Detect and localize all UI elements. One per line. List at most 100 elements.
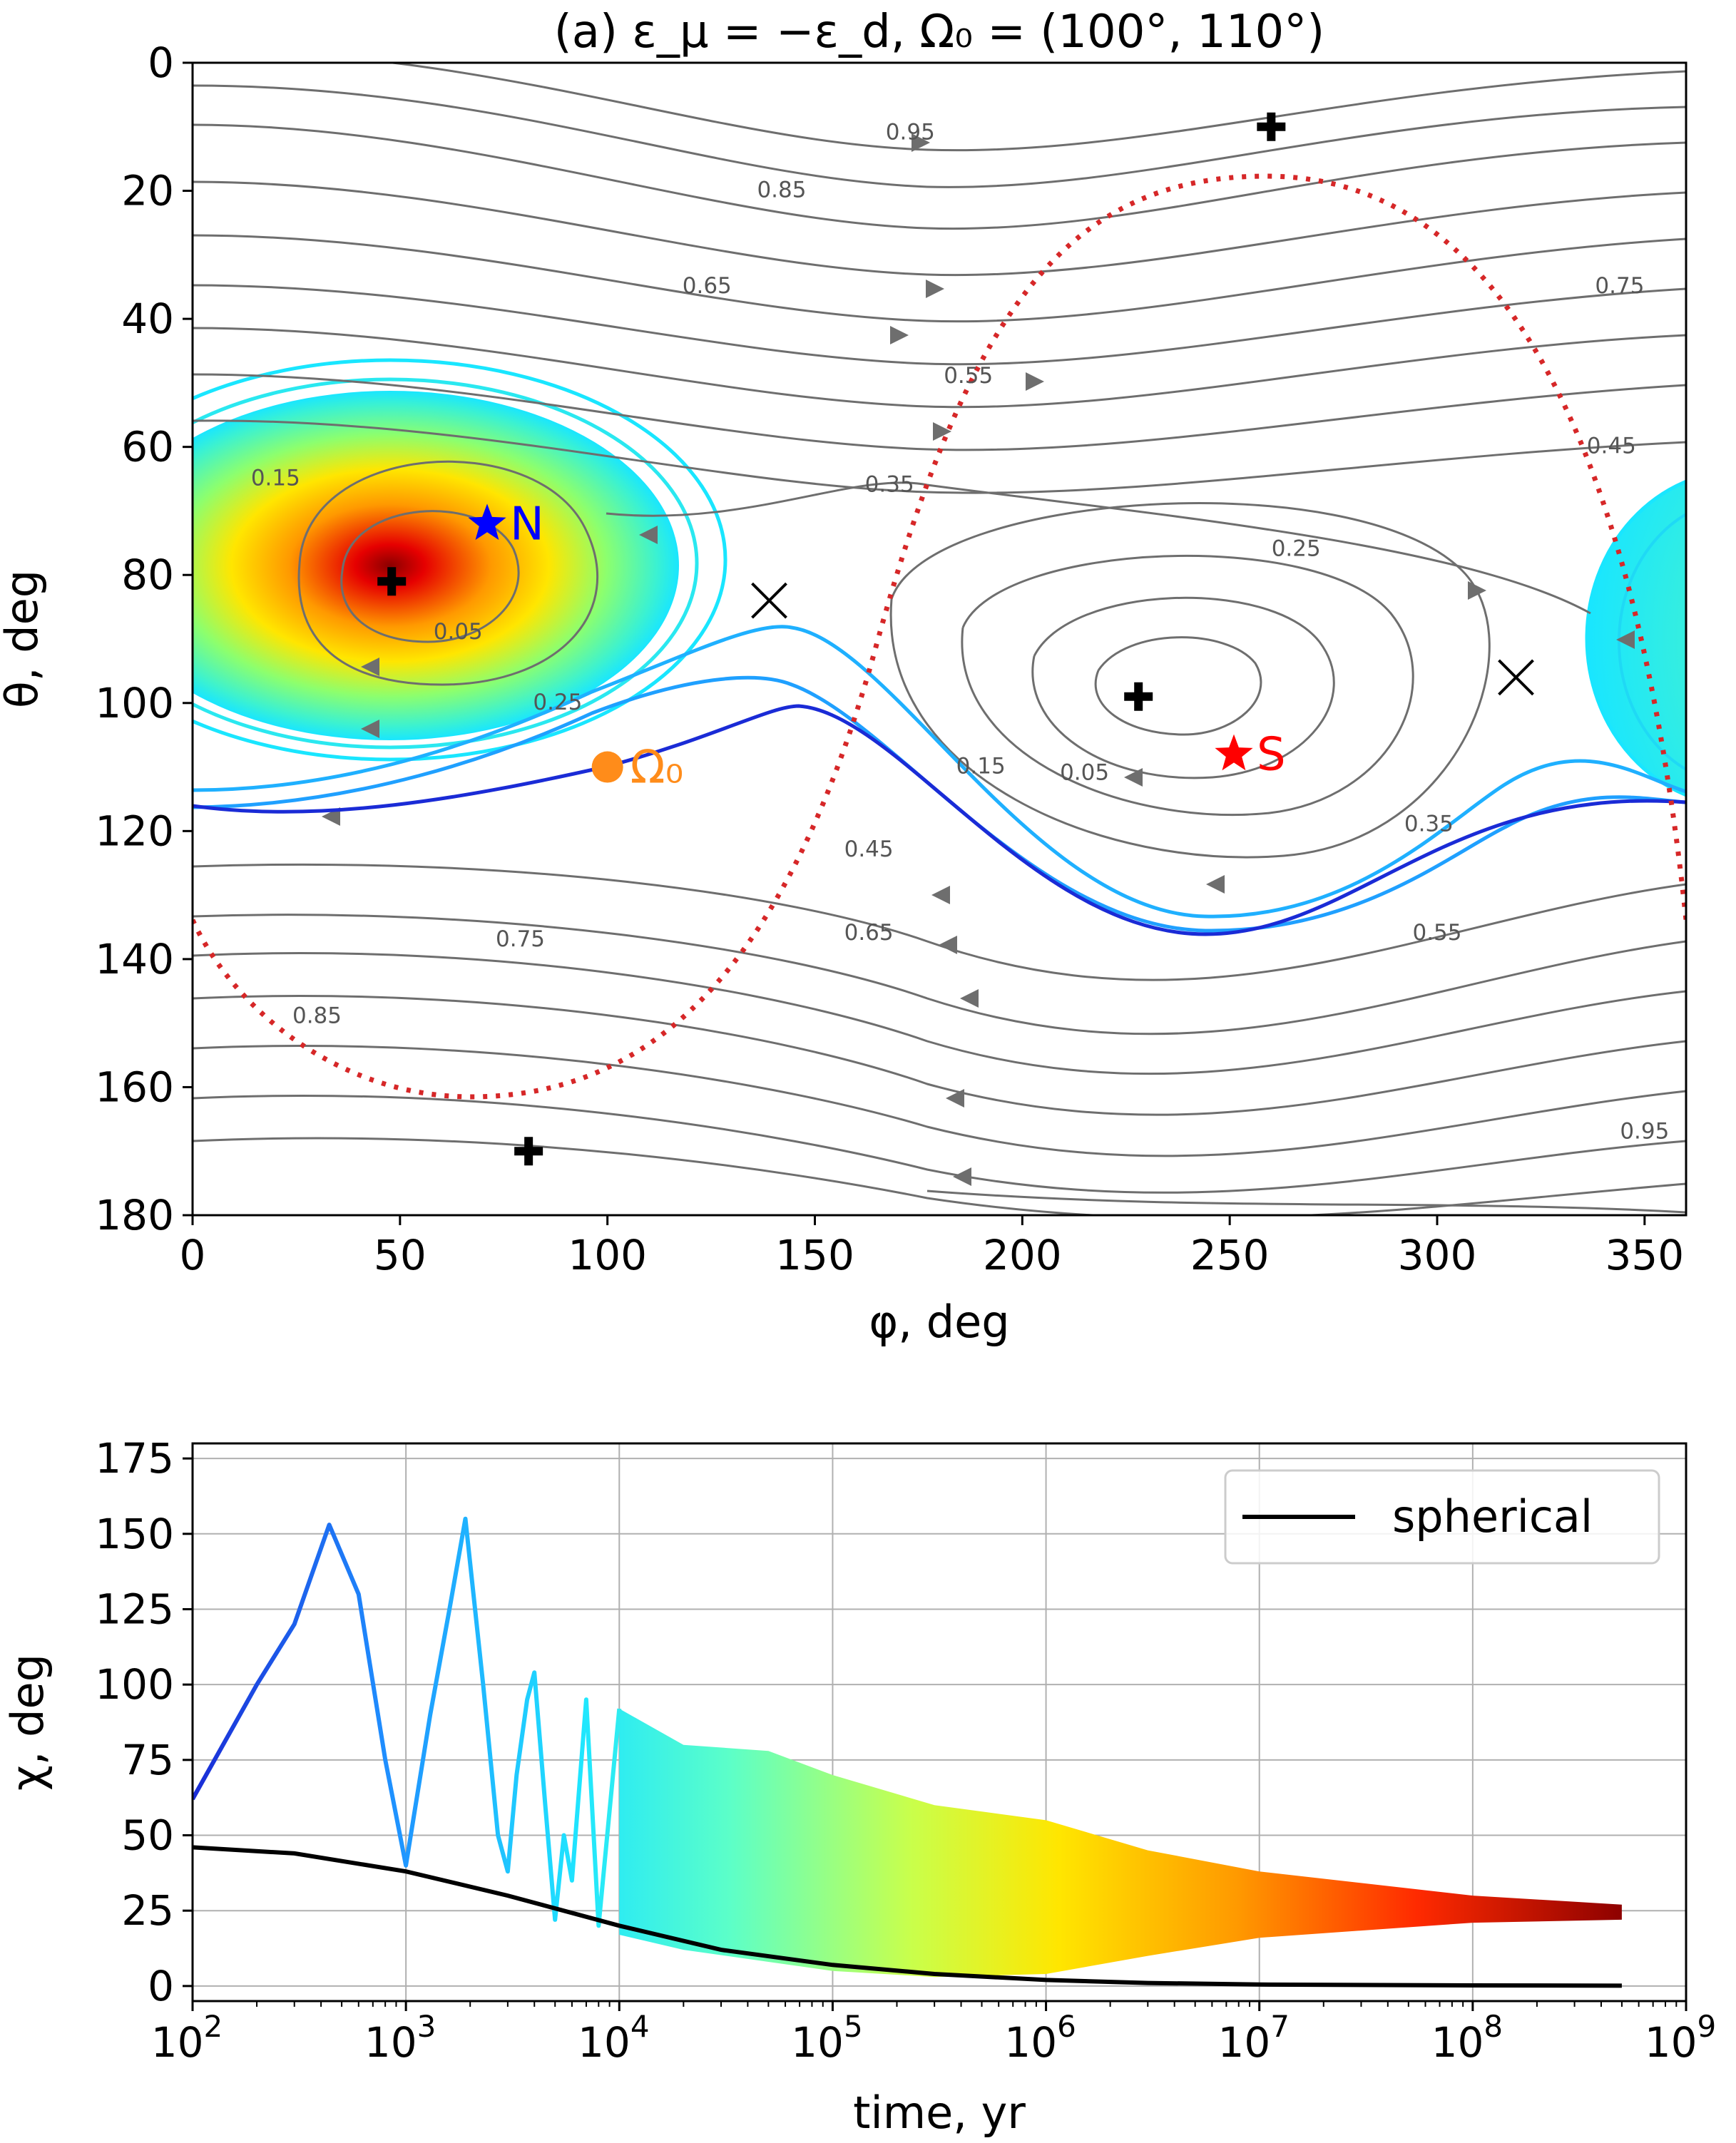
contour-lines bbox=[193, 63, 1686, 1215]
flow-arrow bbox=[1468, 581, 1486, 600]
flow-arrow bbox=[931, 886, 950, 904]
colored-trajectory-band bbox=[619, 1709, 1622, 1978]
marker-label: Ω₀ bbox=[630, 742, 684, 794]
y-tick-label: 150 bbox=[95, 1510, 174, 1558]
contour-label: 0.95 bbox=[1620, 1118, 1669, 1144]
fixed-point-plus bbox=[1124, 682, 1153, 711]
panel-a-ticks: 0 50 100 150 200 250 300 350 0 20 40 60 80 100 120 140 1… bbox=[95, 39, 1684, 1279]
x-tick-label: 104 bbox=[578, 2009, 650, 2067]
x-tick-label: 50 bbox=[374, 1231, 427, 1279]
y-tick-label: 80 bbox=[121, 551, 174, 599]
y-tick-label: 50 bbox=[121, 1811, 174, 1860]
contour-line bbox=[193, 123, 1686, 230]
marker-label: N bbox=[510, 498, 544, 551]
y-tick-label: 160 bbox=[95, 1063, 174, 1111]
contour-line bbox=[889, 502, 1491, 859]
panel-b-ticks: 102 103 104 105 106 107 108 109 0 25 50 75 100 125 150… bbox=[95, 1434, 1716, 2067]
colored-trajectory-line bbox=[193, 1516, 622, 1928]
contour-label: 0.45 bbox=[844, 837, 894, 862]
contour-label: 0.45 bbox=[1587, 434, 1636, 459]
panel-b-frame bbox=[191, 1442, 1688, 2003]
y-tick-label: 175 bbox=[95, 1434, 174, 1483]
contour-label: 0.05 bbox=[1060, 760, 1109, 786]
trajectory-inner bbox=[193, 704, 1686, 936]
contour-line bbox=[193, 863, 1686, 981]
contour-labels: 0.95 0.85 0.65 0.55 0.35 0.25 0.15 0.05 0.25 0.15… bbox=[251, 120, 1670, 1145]
x-tick-label: 102 bbox=[151, 2009, 223, 2067]
contour-label: 0.55 bbox=[1412, 920, 1461, 946]
saddle-point-x bbox=[1498, 659, 1534, 696]
legend-box bbox=[1224, 1469, 1660, 1565]
markers: N S Ω₀ bbox=[468, 498, 1286, 794]
contour-label: 0.15 bbox=[956, 754, 1006, 779]
y-tick-label: 25 bbox=[121, 1886, 174, 1935]
panel-a-ylabel: θ, deg bbox=[0, 570, 48, 708]
contour-line bbox=[1094, 636, 1262, 736]
y-tick-label: 75 bbox=[121, 1736, 174, 1784]
panel-b-xlabel: time, yr bbox=[853, 2087, 1026, 2139]
y-tick-label: 180 bbox=[95, 1191, 174, 1239]
x-tick-label: 150 bbox=[775, 1231, 854, 1279]
flow-arrow bbox=[939, 936, 957, 954]
x-tick-label: 105 bbox=[791, 2009, 863, 2067]
y-tick-label: 0 bbox=[148, 39, 174, 87]
contour-label: 0.25 bbox=[1272, 536, 1321, 561]
contour-line bbox=[1031, 596, 1335, 779]
contour-line bbox=[193, 419, 1686, 494]
contour-line bbox=[926, 1190, 1686, 1214]
x-tick-label: 103 bbox=[364, 2009, 436, 2067]
x-tick-label: 106 bbox=[1004, 2009, 1076, 2067]
flow-arrows bbox=[322, 133, 1635, 1186]
x-tick-label: 107 bbox=[1217, 2009, 1290, 2067]
legend: spherical bbox=[1224, 1469, 1660, 1565]
contour-label: 0.85 bbox=[757, 178, 806, 203]
panel-b-grid bbox=[192, 1443, 1687, 2001]
flow-arrow bbox=[933, 422, 951, 441]
flow-arrow bbox=[890, 326, 909, 344]
panel-b-ylabel: χ, deg bbox=[1, 1654, 53, 1791]
x-tick-label: 350 bbox=[1605, 1231, 1684, 1279]
contour-label: 0.65 bbox=[844, 920, 894, 946]
x-tick-label: 0 bbox=[180, 1231, 206, 1279]
flow-arrow bbox=[639, 526, 658, 544]
contour-label: 0.25 bbox=[533, 690, 582, 715]
separatrix-dotted bbox=[193, 173, 1686, 1100]
panel-a-title: (a) ε_μ = −ε_d, Ω₀ = (100°, 110°) bbox=[554, 6, 1324, 58]
y-tick-label: 100 bbox=[95, 1660, 174, 1709]
contour-line bbox=[193, 1045, 1686, 1157]
flow-arrow bbox=[926, 280, 944, 298]
contour-label: 0.55 bbox=[944, 363, 993, 389]
contour-label: 0.75 bbox=[1595, 273, 1644, 299]
contour-label: 0.75 bbox=[496, 926, 545, 952]
fixed-points bbox=[377, 112, 1534, 1166]
flow-arrow bbox=[361, 658, 379, 676]
flow-arrow bbox=[946, 1089, 964, 1108]
contour-label: 0.95 bbox=[886, 120, 935, 145]
contour-line bbox=[193, 952, 1686, 1075]
contour-line bbox=[961, 554, 1414, 817]
contour-line bbox=[297, 460, 599, 686]
contour-label: 0.35 bbox=[865, 472, 914, 498]
panel-a: (a) ε_μ = −ε_d, Ω₀ = (100°, 110°) 0.95 0.… bbox=[0, 6, 1688, 1348]
x-tick-label: 300 bbox=[1398, 1231, 1477, 1279]
x-tick-label: 100 bbox=[568, 1231, 647, 1279]
spherical-line bbox=[193, 1845, 1622, 1988]
y-tick-label: 100 bbox=[95, 679, 174, 727]
contour-line bbox=[606, 481, 1591, 615]
panel-a-frame bbox=[191, 61, 1688, 1217]
fixed-point-plus bbox=[377, 567, 407, 596]
y-tick-label: 20 bbox=[121, 167, 174, 215]
y-tick-label: 40 bbox=[121, 295, 174, 343]
panel-b: 102 103 104 105 106 107 108 109 0 25 50 75 100 125 150… bbox=[1, 1434, 1716, 2139]
contour-line bbox=[193, 995, 1686, 1116]
y-tick-label: 140 bbox=[95, 935, 174, 983]
x-tick-label: 200 bbox=[983, 1231, 1062, 1279]
flow-arrow bbox=[912, 133, 930, 152]
contour-line bbox=[193, 373, 1686, 451]
contour-line bbox=[193, 1094, 1686, 1194]
fixed-point-plus bbox=[1257, 112, 1286, 141]
contour-line bbox=[193, 284, 1686, 366]
contour-line bbox=[340, 510, 520, 643]
x-tick-label: 109 bbox=[1645, 2009, 1717, 2067]
